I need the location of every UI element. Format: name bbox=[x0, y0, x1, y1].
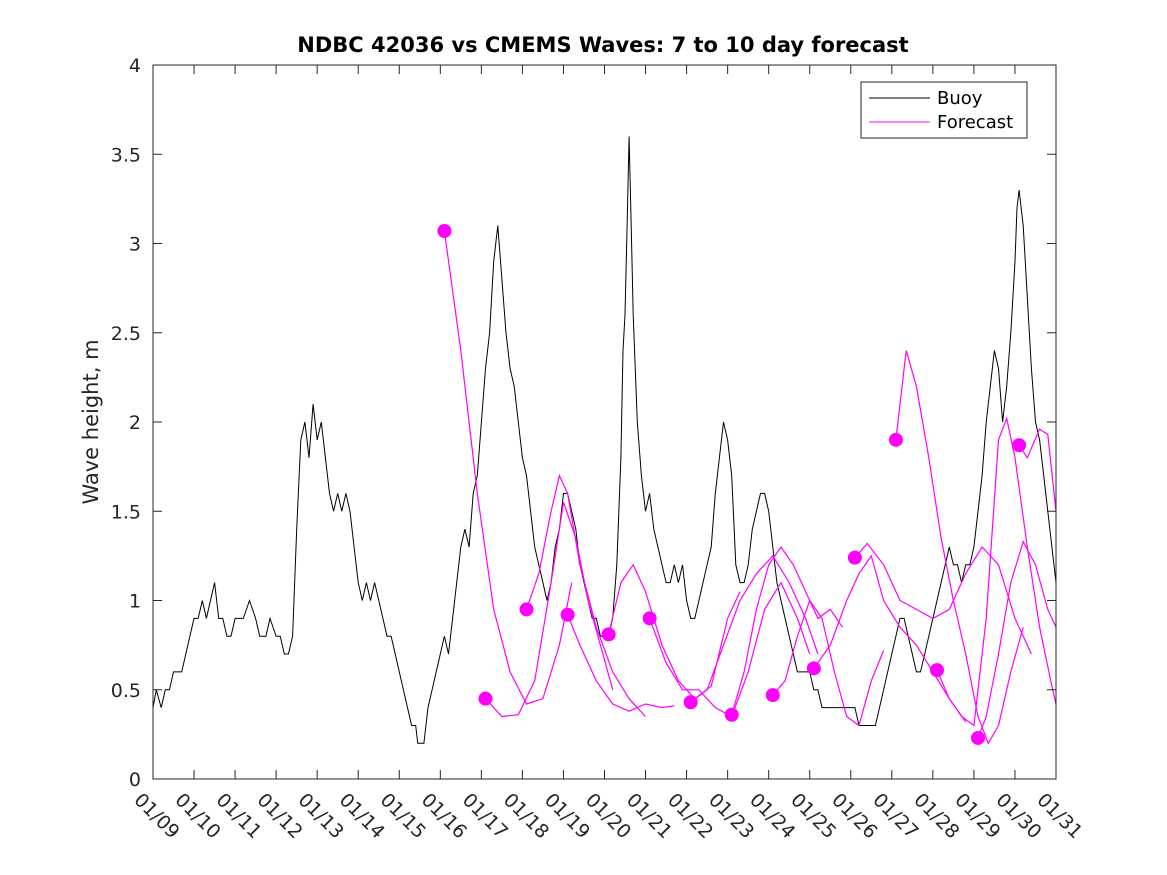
y-tick-label: 3.5 bbox=[111, 144, 141, 166]
forecast-series-line-8 bbox=[772, 599, 885, 727]
legend-box bbox=[860, 81, 1028, 139]
forecast-marker-4 bbox=[601, 627, 616, 642]
forecast-series-line-9 bbox=[813, 554, 967, 723]
y-tick-label: 0.5 bbox=[111, 680, 141, 702]
y-tick-label: 1.5 bbox=[111, 501, 141, 523]
forecast-marker-8 bbox=[765, 688, 780, 703]
forecast-marker-14 bbox=[1012, 438, 1027, 453]
forecast-marker-10 bbox=[847, 550, 862, 565]
chart-title: NDBC 42036 vs CMEMS Waves: 7 to 10 day f… bbox=[297, 33, 908, 57]
y-tick-label: 0 bbox=[129, 769, 141, 791]
forecast-marker-13 bbox=[971, 730, 986, 745]
forecast-marker-12 bbox=[929, 663, 944, 678]
forecast-series-line-13 bbox=[977, 540, 1056, 739]
forecast-series-line-6 bbox=[690, 554, 819, 703]
forecast-series-line-1 bbox=[485, 502, 614, 718]
forecast-marker-3 bbox=[560, 607, 575, 622]
forecast-marker-9 bbox=[806, 661, 821, 676]
forecast-marker-2 bbox=[519, 602, 534, 617]
forecast-series-line-10 bbox=[854, 542, 1032, 655]
forecast-series-line-14 bbox=[1018, 428, 1056, 512]
y-axis-label: Wave height, m bbox=[79, 339, 103, 504]
forecast-series-line-7 bbox=[731, 545, 844, 715]
forecast-marker-5 bbox=[642, 611, 657, 626]
forecast-marker-6 bbox=[683, 695, 698, 710]
y-tick-label: 1 bbox=[129, 591, 141, 613]
forecast-marker-11 bbox=[888, 432, 903, 447]
plot-frame bbox=[152, 64, 1057, 780]
y-tick-label: 2 bbox=[129, 412, 141, 434]
forecast-series-line-3 bbox=[567, 614, 675, 712]
y-tick-label: 4 bbox=[129, 55, 141, 77]
forecast-series-line-12 bbox=[936, 416, 1056, 727]
forecast-marker-0 bbox=[437, 224, 452, 239]
legend-forecast-label: Forecast bbox=[937, 112, 1013, 133]
forecast-marker-7 bbox=[724, 707, 739, 722]
legend-buoy-label: Buoy bbox=[937, 88, 983, 109]
y-tick-label: 3 bbox=[129, 234, 141, 256]
y-tick-label: 2.5 bbox=[111, 323, 141, 345]
forecast-series-line-0 bbox=[443, 230, 573, 705]
legend: Buoy Forecast bbox=[860, 81, 1028, 139]
forecast-series-line-2 bbox=[525, 473, 646, 717]
forecast-series-line-11 bbox=[895, 350, 1024, 745]
forecast-series-line-4 bbox=[608, 563, 741, 700]
forecast-marker-1 bbox=[478, 691, 493, 706]
